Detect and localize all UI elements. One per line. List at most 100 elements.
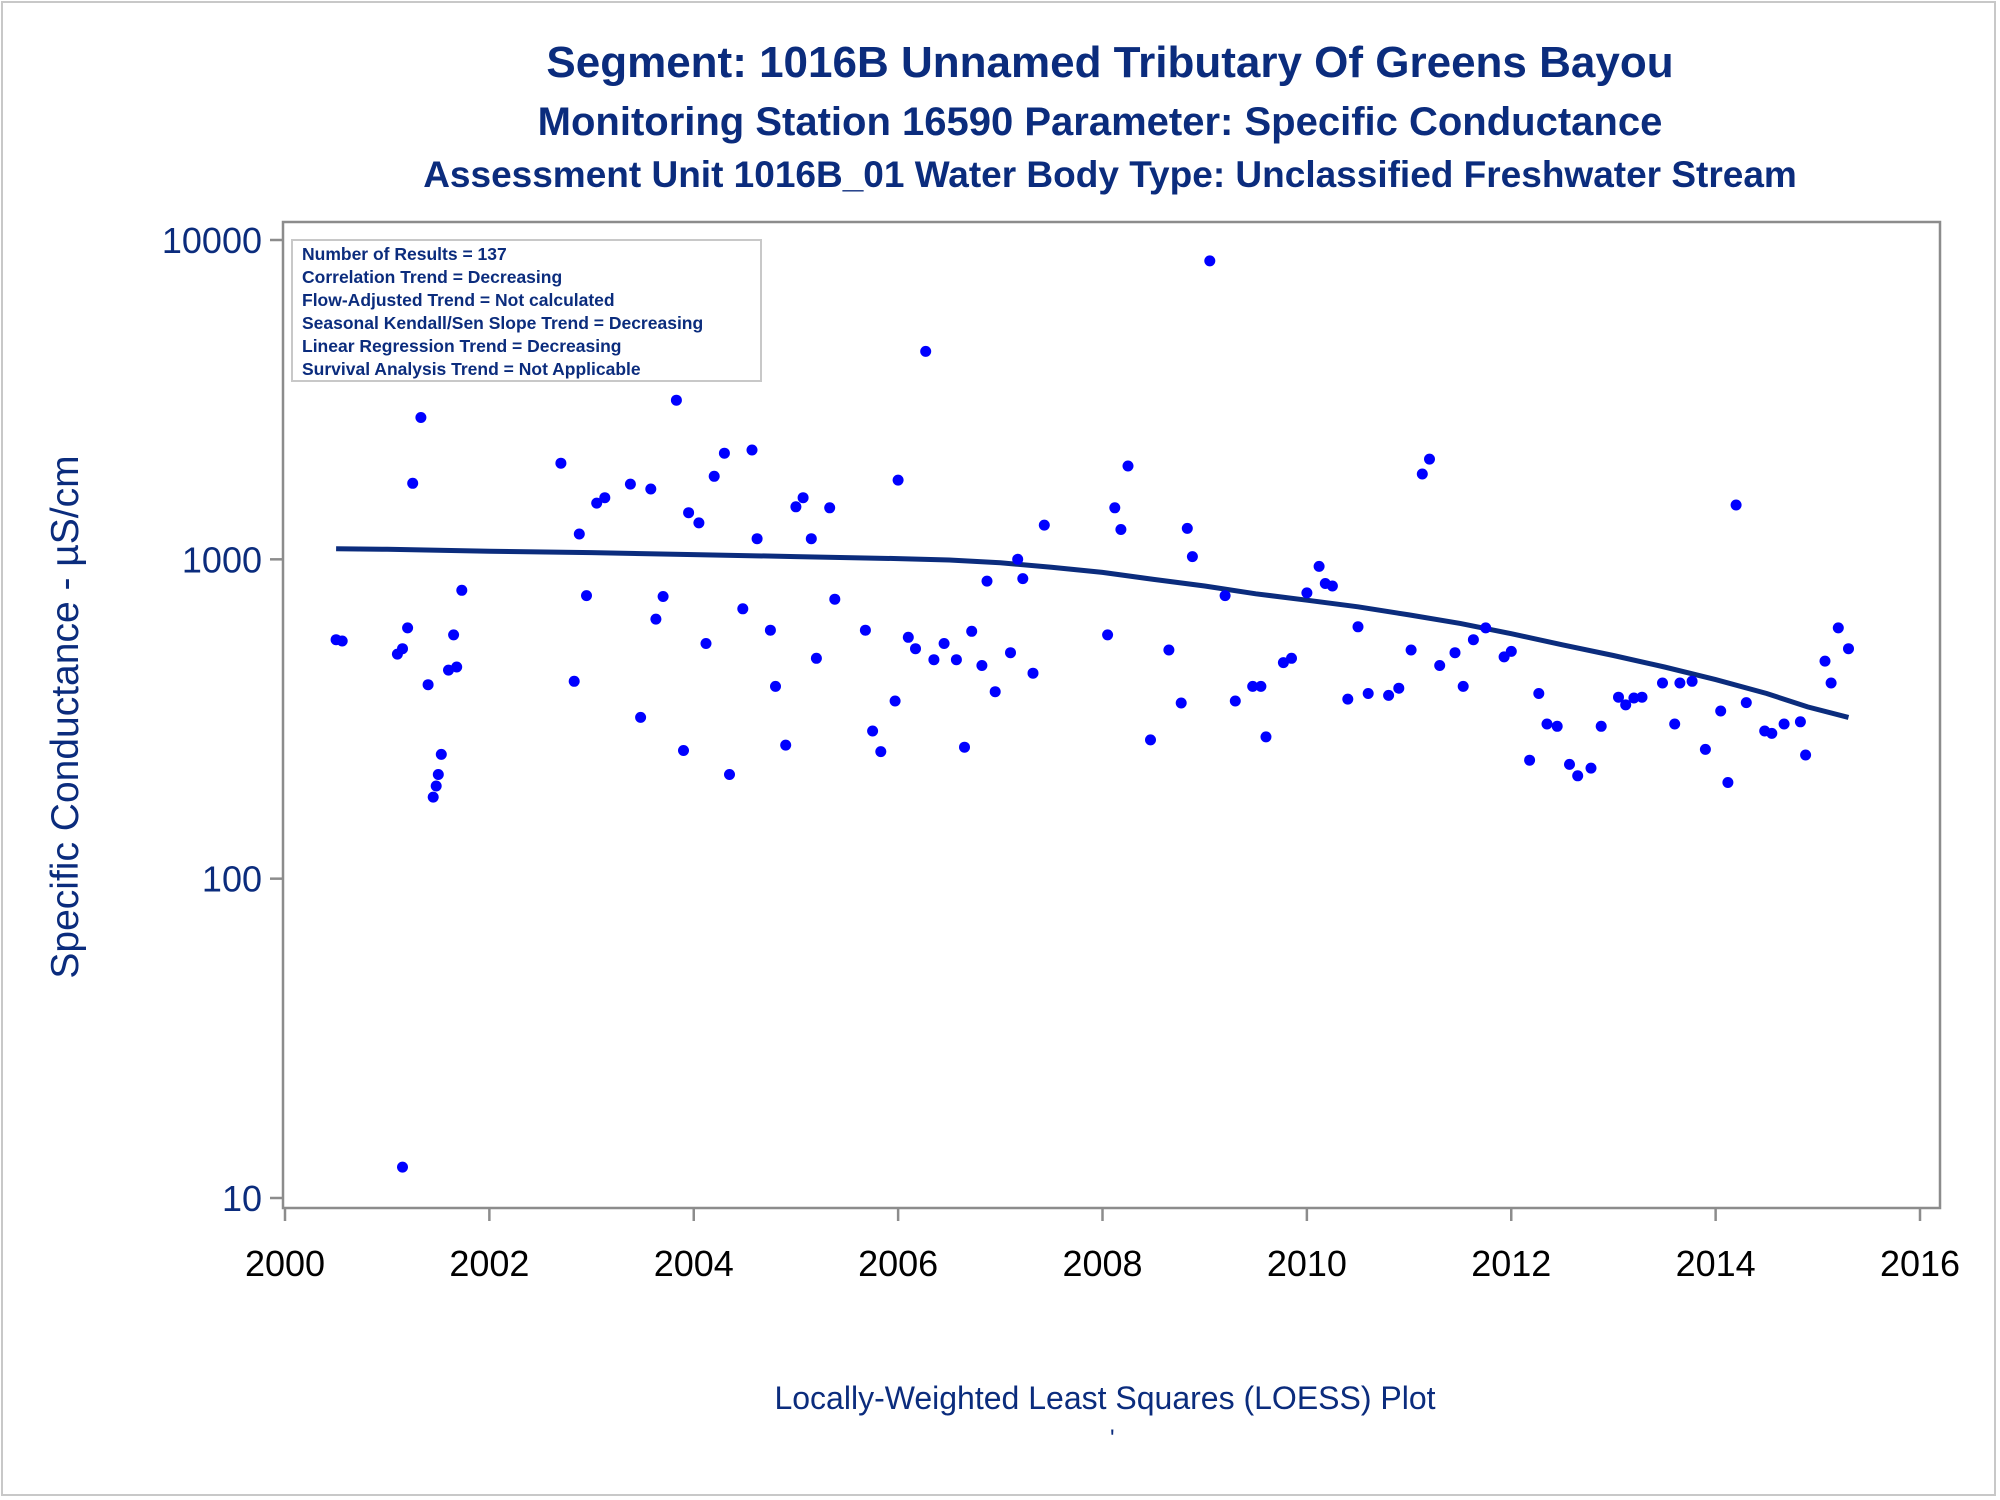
- data-point: [1115, 524, 1127, 535]
- data-point: [892, 474, 904, 486]
- data-point: [1825, 677, 1837, 689]
- data-point: [1038, 519, 1050, 531]
- data-point: [1572, 770, 1584, 782]
- data-point: [402, 622, 414, 634]
- y-tick-label: 100: [202, 859, 262, 900]
- data-point: [1326, 580, 1338, 592]
- data-point: [737, 603, 749, 615]
- x-tick-label: 2012: [1471, 1243, 1551, 1284]
- data-point: [764, 624, 776, 636]
- data-point: [1524, 754, 1536, 766]
- data-point: [938, 638, 950, 649]
- data-point: [1699, 743, 1711, 755]
- data-point: [1551, 720, 1563, 732]
- data-point: [950, 654, 962, 666]
- data-point: [1342, 693, 1354, 705]
- stats-flow-adjusted-trend: Flow-Adjusted Trend = Not calculated: [302, 290, 615, 310]
- chart-subtitle-station: Monitoring Station 16590 Parameter: Spec…: [537, 100, 1663, 144]
- data-points: [330, 255, 1854, 1173]
- data-point: [1766, 727, 1778, 739]
- data-point: [1595, 720, 1607, 732]
- data-point: [1255, 680, 1267, 692]
- data-point: [1313, 560, 1325, 572]
- x-tick-label: 2004: [654, 1243, 734, 1284]
- data-point: [1393, 682, 1405, 694]
- data-point: [1012, 553, 1024, 565]
- data-point: [859, 624, 871, 636]
- chart-title: Segment: 1016B Unnamed Tributary Of Gree…: [546, 38, 1674, 87]
- data-point: [1449, 647, 1461, 659]
- stats-legend-box: Number of Results = 137 Correlation Tren…: [291, 239, 762, 382]
- data-point: [1219, 590, 1231, 602]
- data-point: [1541, 718, 1553, 730]
- data-point: [889, 695, 901, 707]
- data-point: [456, 584, 468, 596]
- data-point: [1794, 716, 1806, 728]
- data-point: [397, 1161, 408, 1173]
- data-point: [1145, 734, 1156, 746]
- data-point: [1352, 621, 1364, 633]
- data-point: [867, 725, 879, 737]
- data-point: [1686, 675, 1698, 687]
- data-point: [1277, 657, 1289, 669]
- data-point: [1186, 551, 1198, 563]
- data-point: [422, 679, 434, 691]
- data-point: [1480, 622, 1492, 634]
- data-point: [981, 575, 993, 587]
- data-point: [976, 660, 988, 671]
- data-point: [1229, 695, 1241, 707]
- data-point: [700, 638, 712, 649]
- data-point: [1620, 699, 1632, 711]
- data-point: [724, 769, 735, 780]
- data-point: [1109, 502, 1121, 514]
- data-point: [920, 345, 932, 357]
- x-tick-label: 2006: [858, 1243, 938, 1284]
- data-point: [693, 517, 705, 529]
- data-point: [1778, 718, 1790, 730]
- data-point: [1181, 522, 1193, 534]
- data-point: [435, 748, 447, 760]
- data-point: [397, 643, 408, 655]
- data-point: [1204, 255, 1216, 267]
- data-point: [635, 711, 647, 723]
- stats-number-of-results: Number of Results = 137: [302, 244, 507, 264]
- data-point: [1674, 677, 1686, 689]
- data-point: [1628, 692, 1640, 704]
- stats-seasonal-kendall-trend: Seasonal Kendall/Sen Slope Trend = Decre…: [302, 313, 703, 333]
- data-point: [1800, 749, 1812, 761]
- y-tick-label: 10: [222, 1178, 262, 1219]
- data-point: [678, 745, 689, 756]
- data-point: [683, 507, 695, 519]
- data-point: [989, 686, 1001, 698]
- data-point: [805, 533, 817, 545]
- plot-area: [281, 220, 1942, 1210]
- data-point: [1260, 731, 1272, 743]
- y-tick-label: 10000: [162, 220, 262, 261]
- x-tick-label: 2000: [245, 1243, 325, 1284]
- data-point: [824, 502, 836, 514]
- data-point: [1434, 660, 1446, 671]
- data-point: [1301, 587, 1313, 599]
- data-point: [650, 613, 662, 625]
- x-tick-label: 2008: [1062, 1243, 1142, 1284]
- data-point: [1362, 688, 1374, 699]
- data-point: [1017, 573, 1029, 585]
- data-point: [1102, 629, 1114, 641]
- data-point: [1564, 758, 1575, 770]
- data-point: [1247, 680, 1259, 692]
- data-point: [1669, 718, 1681, 730]
- data-point: [555, 457, 567, 469]
- data-point: [797, 492, 809, 504]
- data-point: [1405, 644, 1417, 656]
- data-point: [1740, 697, 1752, 709]
- data-point: [430, 780, 442, 792]
- data-point: [829, 593, 841, 605]
- data-point: [1505, 645, 1517, 657]
- data-point: [751, 533, 763, 545]
- data-point: [1722, 777, 1734, 788]
- data-point: [718, 447, 730, 459]
- data-point: [1383, 689, 1395, 701]
- data-point: [1843, 643, 1854, 655]
